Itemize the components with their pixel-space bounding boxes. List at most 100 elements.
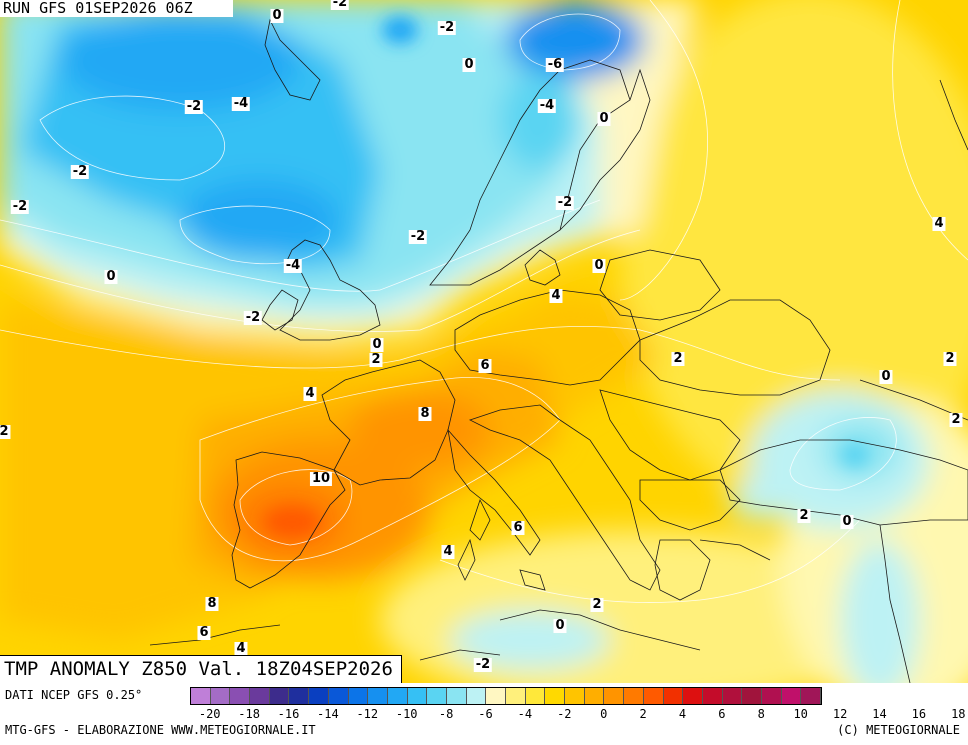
- legend-tick-label: 8: [757, 707, 765, 721]
- legend-swatch: [722, 688, 743, 704]
- legend-swatch: [407, 688, 428, 704]
- contour-label: 2: [949, 412, 963, 427]
- legend-tick-label: 14: [872, 707, 887, 721]
- contour-label: 6: [478, 358, 492, 373]
- temperature-anomaly-map: RUN GFS 01SEP2026 06Z 0 -2 -2 0 -6 -2 -4…: [0, 0, 968, 683]
- legend-swatch: [446, 688, 467, 704]
- legend-swatch: [486, 688, 506, 704]
- contour-label: -6: [545, 57, 565, 72]
- contour-label: -4: [537, 98, 557, 113]
- legend-swatch: [545, 688, 566, 704]
- contour-label: -2: [184, 99, 204, 114]
- contour-label: -4: [231, 96, 251, 111]
- contour-label: 2: [797, 508, 811, 523]
- contour-label: 8: [205, 596, 219, 611]
- legend-swatch: [230, 688, 251, 704]
- legend-tick-label: 0: [600, 707, 608, 721]
- legend-swatch: [781, 688, 802, 704]
- legend-swatch: [269, 688, 290, 704]
- legend-swatch: [683, 688, 703, 704]
- legend-tick-label: 2: [639, 707, 647, 721]
- contour-label: 2: [943, 351, 957, 366]
- legend-swatch: [624, 688, 644, 704]
- contour-label: -2: [330, 0, 350, 10]
- credit-line: MTG-GFS - ELABORAZIONE WWW.METEOGIORNALE…: [5, 723, 316, 737]
- contour-label: 0: [104, 269, 118, 284]
- legend-swatch: [309, 688, 329, 704]
- contour-label: -2: [243, 310, 263, 325]
- run-label: RUN GFS 01SEP2026 06Z: [0, 0, 233, 17]
- map-title: TMP ANOMALY Z850 Val. 18Z04SEP2026: [0, 655, 402, 683]
- contour-label: 2: [671, 351, 685, 366]
- legend-tick-label: 6: [718, 707, 726, 721]
- contour-label: 4: [932, 216, 946, 231]
- legend-tick-label: -14: [317, 707, 339, 721]
- contour-label: -2: [555, 195, 575, 210]
- contour-label: 0: [879, 369, 893, 384]
- legend-swatch: [801, 688, 821, 704]
- legend-swatch: [663, 688, 684, 704]
- contour-label: 4: [303, 386, 317, 401]
- data-source: DATI NCEP GFS 0.25°: [5, 688, 143, 702]
- contour-label: 2: [0, 425, 11, 439]
- contour-label: -2: [70, 164, 90, 179]
- legend-tick-label: 4: [678, 707, 687, 721]
- contour-label: 2: [590, 597, 604, 612]
- legend-swatch: [584, 688, 605, 704]
- contour-label: 8: [418, 406, 432, 421]
- legend-swatch: [643, 688, 664, 704]
- legend-swatch: [348, 688, 369, 704]
- contour-label: -2: [10, 199, 30, 214]
- legend-tick-label: -8: [438, 707, 454, 721]
- contour-label: 0: [270, 8, 284, 23]
- contour-label: -2: [408, 229, 428, 244]
- legend-tick-label: -2: [557, 707, 572, 721]
- copyright: (C) METEOGIORNALE: [837, 723, 960, 737]
- contour-label: -4: [283, 258, 303, 273]
- contour-label: -2: [437, 20, 457, 35]
- legend-swatch: [250, 688, 270, 704]
- contour-label: 4: [234, 641, 248, 656]
- contour-label: 10: [309, 471, 333, 486]
- legend-tick-label: -18: [238, 707, 260, 721]
- legend-swatch: [289, 688, 310, 704]
- legend-tick-label: -10: [395, 707, 418, 721]
- legend-tick-label: 18: [951, 707, 966, 721]
- legend-tick-label: -4: [517, 707, 533, 721]
- contour-label: 4: [549, 288, 563, 303]
- legend-swatch: [702, 688, 723, 704]
- contour-label: 6: [511, 520, 525, 535]
- contour-label: 0: [597, 111, 611, 126]
- legend-swatch: [328, 688, 349, 704]
- contour-label: -2: [473, 657, 493, 672]
- legend-swatch: [191, 688, 211, 704]
- legend-tick-label: -12: [356, 707, 379, 721]
- contour-label: 2: [369, 352, 383, 367]
- legend-swatch: [210, 688, 231, 704]
- contour-label: 0: [840, 514, 854, 529]
- legend-swatch: [761, 688, 782, 704]
- contour-label: 0: [553, 618, 567, 633]
- legend-swatch: [387, 688, 408, 704]
- legend-swatch: [565, 688, 585, 704]
- contour-label: 6: [197, 625, 211, 640]
- legend-tick-label: -6: [478, 707, 493, 721]
- legend-swatch: [604, 688, 625, 704]
- contour-label: 4: [441, 544, 455, 559]
- legend-swatch: [466, 688, 487, 704]
- legend-ticks: -20 -18 -16 -14 -12 -10 -8 -6 -4 -2 0 2 4 6 8 10 12 14 16 1…: [190, 707, 968, 721]
- legend-tick-label: -20: [198, 707, 221, 721]
- legend-swatch: [368, 688, 388, 704]
- legend-tick-label: -16: [277, 707, 300, 721]
- legend-tick-label: 10: [793, 707, 808, 721]
- legend-swatch: [506, 688, 526, 704]
- legend-color-bar: [190, 687, 822, 705]
- contour-label: 0: [592, 258, 606, 273]
- contour-label: 0: [370, 337, 384, 352]
- contour-label: 0: [462, 57, 476, 72]
- legend-swatch: [525, 688, 546, 704]
- legend-swatch: [742, 688, 762, 704]
- legend-swatch: [427, 688, 447, 704]
- legend-tick-label: 16: [911, 707, 927, 721]
- legend-tick-label: 12: [832, 707, 848, 721]
